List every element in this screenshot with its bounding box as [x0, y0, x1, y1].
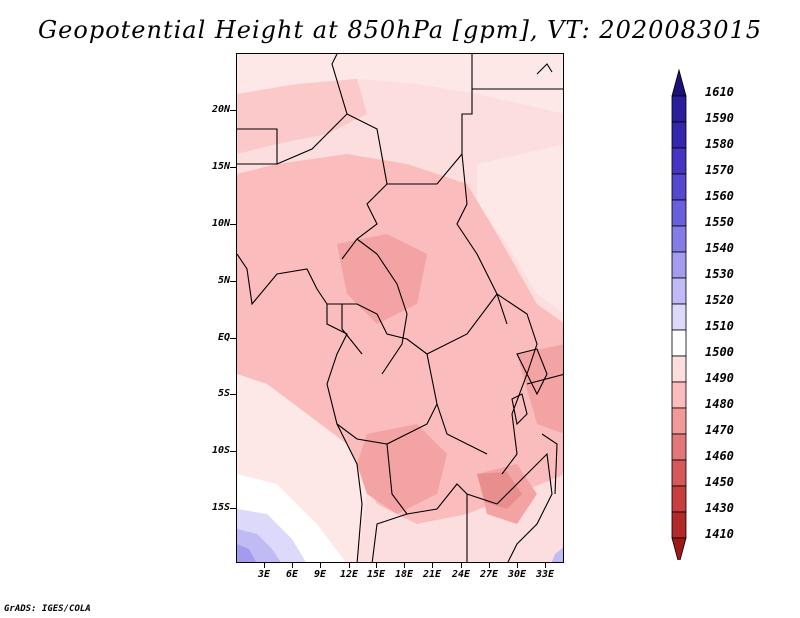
colorbar-label: 1450: [705, 475, 734, 489]
colorbar-label: 1480: [705, 397, 734, 411]
lon-tick-label: 6E: [285, 569, 299, 580]
lat-tick-mark: [230, 451, 236, 452]
lat-tick-label: 15N: [211, 161, 230, 172]
colorbar-top-triangle: [671, 68, 687, 97]
lon-tick-mark: [545, 563, 546, 568]
lon-tick-label: 9E: [313, 569, 327, 580]
lat-tick-label: EQ: [217, 332, 230, 343]
lon-tick-mark: [461, 563, 462, 568]
colorbar-box: [671, 147, 687, 175]
colorbar-box: [671, 355, 687, 383]
contour-fill-north: [237, 54, 563, 114]
lon-tick-label: 21E: [422, 569, 442, 580]
contour-fill-se-corner: [551, 547, 563, 562]
lat-tick-label: 20N: [211, 104, 230, 115]
lon-tick-label: 33E: [535, 569, 555, 580]
map-panel[interactable]: [236, 53, 564, 563]
lat-tick-label: 5N: [217, 275, 230, 286]
lat-tick-mark: [230, 394, 236, 395]
lon-tick-mark: [517, 563, 518, 568]
contour-fill-1490: [237, 154, 563, 524]
lat-tick-mark: [230, 508, 236, 509]
colorbar-box: [671, 433, 687, 461]
colorbar-label: 1590: [705, 111, 734, 125]
contour-fill-1540: [237, 544, 256, 562]
lon-tick-mark: [320, 563, 321, 568]
colorbar-box: [671, 277, 687, 305]
lon-tick-label: 24E: [451, 569, 471, 580]
lon-tick-label: 30E: [507, 569, 527, 580]
plot-title: Geopotential Height at 850hPa [gpm], VT:…: [38, 16, 762, 44]
lon-tick-mark: [432, 563, 433, 568]
colorbar-label: 1430: [705, 501, 734, 515]
colorbar-box: [671, 459, 687, 487]
lon-tick-label: 12E: [339, 569, 359, 580]
colorbar: [671, 68, 687, 560]
lon-tick-mark: [489, 563, 490, 568]
colorbar-box: [671, 199, 687, 227]
contour-fill-1480-central: [337, 234, 427, 324]
colorbar-label: 1570: [705, 163, 734, 177]
contour-fill-east: [477, 144, 563, 313]
country-borders: [237, 54, 563, 562]
colorbar-box: [671, 407, 687, 435]
colorbar-label: 1530: [705, 267, 734, 281]
lat-tick-mark: [230, 110, 236, 111]
colorbar-box: [671, 121, 687, 149]
contour-fill-sahel: [237, 79, 367, 154]
colorbar-label: 1540: [705, 241, 734, 255]
lon-tick-mark: [376, 563, 377, 568]
colorbar-label: 1460: [705, 449, 734, 463]
lon-tick-label: 27E: [479, 569, 499, 580]
colorbar-box: [671, 329, 687, 357]
colorbar-label: 1470: [705, 423, 734, 437]
colorbar-label: 1560: [705, 189, 734, 203]
lon-tick-mark: [349, 563, 350, 568]
lon-tick-mark: [404, 563, 405, 568]
lat-tick-label: 15S: [211, 502, 230, 513]
colorbar-label: 1410: [705, 527, 734, 541]
colorbar-label: 1610: [705, 85, 734, 99]
lat-tick-label: 5S: [217, 388, 230, 399]
lon-tick-label: 3E: [257, 569, 271, 580]
colorbar-box: [671, 95, 687, 123]
lat-tick-mark: [230, 281, 236, 282]
contour-fill-1480-south: [357, 424, 447, 514]
lon-tick-mark: [264, 563, 265, 568]
lon-tick-mark: [292, 563, 293, 568]
lon-tick-label: 15E: [366, 569, 386, 580]
lat-tick-mark: [230, 338, 236, 339]
colorbar-label: 1580: [705, 137, 734, 151]
geopotential-map: [237, 54, 563, 562]
lat-tick-mark: [230, 224, 236, 225]
colorbar-bottom-triangle: [671, 537, 687, 560]
colorbar-box: [671, 303, 687, 331]
colorbar-label: 1500: [705, 345, 734, 359]
lat-tick-mark: [230, 167, 236, 168]
grads-credit: GrADS: IGES/COLA: [4, 604, 91, 614]
colorbar-box: [671, 381, 687, 409]
colorbar-box: [671, 511, 687, 539]
colorbar-label: 1510: [705, 319, 734, 333]
colorbar-box: [671, 225, 687, 253]
colorbar-label: 1520: [705, 293, 734, 307]
colorbar-box: [671, 251, 687, 279]
lat-tick-label: 10S: [211, 445, 230, 456]
lon-tick-label: 18E: [394, 569, 414, 580]
colorbar-label: 1550: [705, 215, 734, 229]
colorbar-label: 1490: [705, 371, 734, 385]
colorbar-box: [671, 485, 687, 513]
colorbar-box: [671, 173, 687, 201]
contour-fill-1470: [477, 472, 522, 509]
lat-tick-label: 10N: [211, 218, 230, 229]
